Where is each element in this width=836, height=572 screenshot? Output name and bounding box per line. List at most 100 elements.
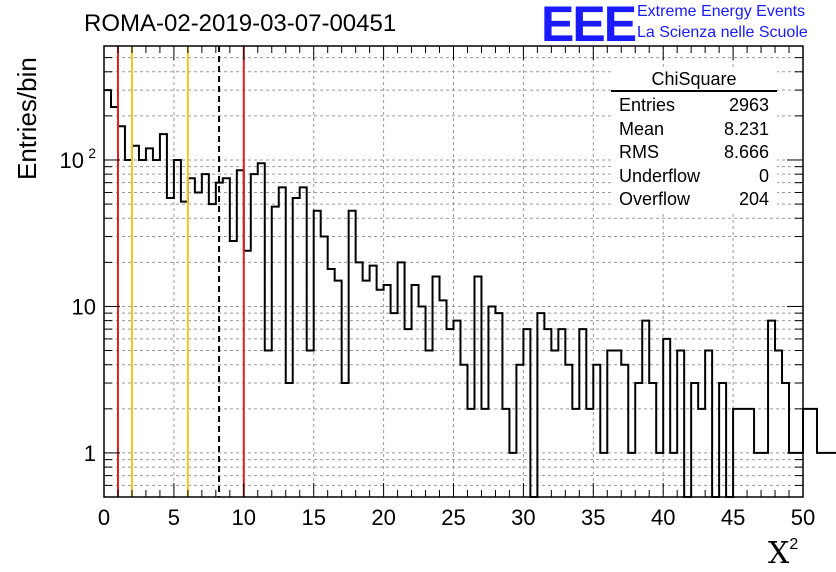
histogram-bin	[551, 351, 558, 497]
histogram-bin	[342, 383, 349, 497]
stats-row-entries: Entries 2963	[611, 94, 777, 118]
histogram-bin	[335, 281, 342, 497]
histogram-bin	[237, 170, 244, 497]
x-axis-label: X2	[768, 536, 798, 571]
x-tick-label: 10	[232, 505, 256, 530]
histogram-bin	[118, 126, 125, 497]
y-tick-label: 10	[72, 294, 96, 319]
y-tick-label: 10	[60, 148, 84, 173]
x-tick-label: 45	[721, 505, 745, 530]
histogram-bin	[384, 285, 391, 497]
plot-title: ROMA-02-2019-03-07-00451	[84, 10, 397, 37]
x-tick-label: 5	[168, 505, 180, 530]
histogram-bin	[537, 313, 544, 497]
histogram-bin	[698, 409, 705, 497]
histogram-bin	[579, 329, 586, 497]
histogram-bin	[440, 300, 447, 497]
stats-label: Overflow	[619, 189, 691, 209]
stats-value: 8.666	[723, 142, 769, 162]
y-axis-label: Entries/bin	[12, 57, 42, 180]
y-tick-label: 1	[84, 441, 96, 466]
x-tick-label: 20	[371, 505, 395, 530]
histogram-bin	[160, 134, 167, 497]
histogram-bin	[733, 409, 740, 497]
histogram-bin	[419, 306, 426, 497]
stats-box: ChiSquare Entries 2963 Mean 8.231 RMS 8.…	[611, 68, 777, 212]
x-axis-label-sup: 2	[789, 536, 799, 553]
histogram-bin	[516, 365, 523, 497]
stats-label: RMS	[619, 142, 659, 162]
histogram-bin	[544, 329, 551, 497]
histogram-bin	[132, 146, 139, 497]
histogram-bin	[251, 174, 258, 497]
x-tick-label: 15	[301, 505, 325, 530]
histogram-bin	[768, 321, 775, 497]
histogram-bin	[195, 192, 202, 497]
histogram-bin	[223, 178, 230, 497]
histogram-bin	[670, 453, 677, 497]
histogram-bin	[426, 351, 433, 497]
histogram-bin	[174, 160, 181, 497]
stats-row-rms: RMS 8.666	[611, 141, 777, 165]
histogram-series	[104, 89, 836, 498]
histogram-bin	[565, 365, 572, 497]
histogram-bin	[509, 453, 516, 497]
histogram-bin	[377, 290, 384, 497]
x-axis-label-main: X	[768, 536, 790, 571]
histogram-bin	[125, 160, 132, 497]
histogram-bin	[803, 409, 810, 497]
histogram-bin	[286, 383, 293, 497]
histogram-bin	[146, 148, 153, 497]
histogram-bin	[775, 351, 782, 497]
histogram-bin	[111, 107, 118, 497]
x-tick-label: 25	[441, 505, 465, 530]
histogram-bin	[398, 262, 405, 497]
histogram-bin	[474, 277, 481, 497]
histogram-bin	[328, 269, 335, 497]
histogram-bin	[677, 351, 684, 497]
x-tick-label: 35	[581, 505, 605, 530]
histogram-bin	[412, 285, 419, 497]
stats-value: 204	[738, 189, 769, 209]
histogram-bin	[495, 313, 502, 497]
histogram-bin	[209, 204, 216, 497]
histogram-bin	[740, 409, 747, 497]
stats-title: ChiSquare	[651, 69, 737, 89]
histogram-bin	[481, 409, 488, 497]
x-tick-label: 30	[511, 505, 535, 530]
histogram-bin	[300, 187, 307, 497]
logo-tagline-1: Extreme Energy Events	[637, 3, 806, 20]
histogram-bin	[649, 383, 656, 497]
histogram-bin	[656, 453, 663, 497]
histogram-bin	[719, 383, 726, 497]
histogram-bin	[761, 453, 768, 497]
stats-value: 2963	[728, 95, 769, 115]
eee-logo: EEE	[541, 0, 637, 52]
histogram-bin	[789, 453, 796, 497]
histogram-bin	[307, 351, 314, 497]
histogram-bin	[831, 453, 836, 497]
histogram-bin	[447, 329, 454, 497]
stats-value: 0	[758, 165, 769, 186]
histogram-bin	[293, 198, 300, 497]
stats-label: Entries	[619, 95, 676, 115]
histogram-bin	[272, 207, 279, 497]
histogram-bin	[747, 409, 754, 497]
histogram-bin	[628, 453, 635, 497]
histogram-bin	[460, 365, 467, 497]
histogram-bin	[139, 160, 146, 497]
histogram-bin	[614, 351, 621, 497]
histogram-bin	[167, 198, 174, 497]
histogram-bin	[817, 453, 824, 497]
histogram-bin	[153, 160, 160, 497]
histogram-bin	[663, 339, 670, 497]
x-tick-label: 0	[98, 505, 110, 530]
histogram-bin	[314, 211, 321, 497]
stats-row-overflow: Overflow 204	[611, 188, 777, 212]
histogram-bin	[635, 383, 642, 497]
histogram-bin	[810, 409, 817, 497]
histogram-bin	[572, 409, 579, 497]
x-tick-label: 50	[791, 505, 815, 530]
histogram-bin	[321, 237, 328, 497]
stats-divider	[611, 90, 777, 92]
